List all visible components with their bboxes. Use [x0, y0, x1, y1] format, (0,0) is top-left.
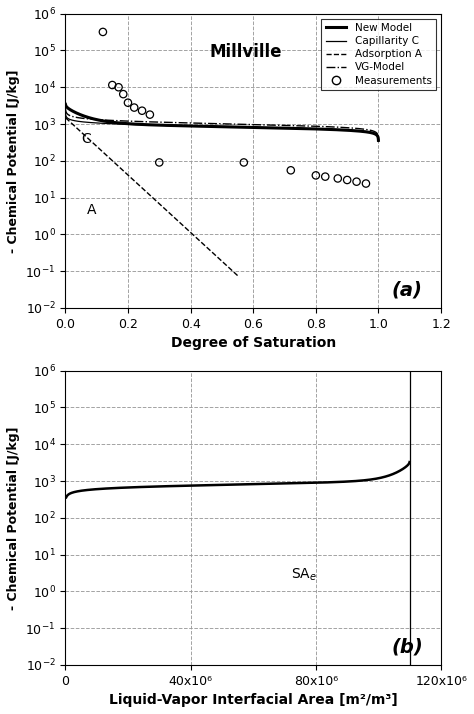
- Adsorption A: [181, 222, 187, 231]
- Adsorption A: [80, 130, 86, 139]
- Measurements: [312, 170, 319, 181]
- New Model: [266, 124, 272, 132]
- Adsorption A: [200, 239, 206, 248]
- Measurements: [240, 157, 247, 169]
- Capillarity C: [320, 125, 326, 134]
- Text: (b): (b): [392, 638, 423, 657]
- Y-axis label: - Chemical Potential [J/kg]: - Chemical Potential [J/kg]: [7, 426, 20, 610]
- Text: SA$_e$: SA$_e$: [291, 567, 317, 583]
- New Model: [63, 100, 68, 109]
- New Model: [250, 123, 256, 131]
- Text: C: C: [81, 132, 91, 146]
- Legend: New Model, Capillarity C, Adsorption A, VG-Model, Measurements: New Model, Capillarity C, Adsorption A, …: [321, 19, 436, 90]
- VG-Model: [296, 121, 302, 130]
- VG-Model: [375, 136, 381, 144]
- Measurements: [119, 89, 127, 100]
- VG-Model: [266, 121, 272, 129]
- New Model: [296, 124, 302, 133]
- Measurements: [130, 102, 138, 114]
- Measurements: [138, 105, 146, 116]
- Capillarity C: [296, 124, 302, 133]
- Adsorption A: [132, 177, 138, 186]
- Measurements: [287, 165, 294, 176]
- VG-Model: [63, 104, 68, 113]
- Measurements: [99, 26, 107, 38]
- Measurements: [109, 79, 116, 91]
- Line: Adsorption A: Adsorption A: [65, 118, 237, 276]
- Line: New Model: New Model: [65, 104, 378, 141]
- Measurements: [334, 173, 342, 184]
- VG-Model: [320, 122, 326, 131]
- Measurements: [343, 174, 351, 186]
- X-axis label: Liquid-Vapor Interfacial Area [m²/m³]: Liquid-Vapor Interfacial Area [m²/m³]: [109, 693, 398, 707]
- Measurements: [321, 171, 329, 182]
- Adsorption A: [63, 114, 68, 122]
- Text: Millville: Millville: [210, 43, 282, 61]
- Measurements: [155, 157, 163, 169]
- Y-axis label: - Chemical Potential [J/kg]: - Chemical Potential [J/kg]: [7, 69, 20, 253]
- New Model: [375, 136, 381, 145]
- Capillarity C: [119, 120, 125, 129]
- Measurements: [115, 81, 122, 93]
- Adsorption A: [138, 183, 144, 191]
- New Model: [182, 121, 188, 130]
- Measurements: [362, 178, 370, 189]
- New Model: [119, 119, 125, 128]
- Capillarity C: [375, 137, 381, 146]
- Text: (a): (a): [392, 281, 423, 300]
- Adsorption A: [235, 271, 240, 280]
- Capillarity C: [250, 123, 256, 131]
- Adsorption A: [197, 236, 202, 245]
- Line: VG-Model: VG-Model: [65, 109, 378, 140]
- Capillarity C: [182, 121, 188, 130]
- Measurements: [124, 97, 132, 109]
- Measurements: [146, 109, 154, 121]
- Line: Capillarity C: Capillarity C: [65, 114, 378, 141]
- Text: A: A: [87, 203, 97, 217]
- Capillarity C: [266, 124, 272, 132]
- VG-Model: [250, 120, 256, 129]
- VG-Model: [182, 119, 188, 127]
- Measurements: [353, 176, 360, 187]
- VG-Model: [119, 116, 125, 125]
- New Model: [320, 125, 326, 134]
- Capillarity C: [63, 109, 68, 118]
- X-axis label: Degree of Saturation: Degree of Saturation: [171, 336, 336, 350]
